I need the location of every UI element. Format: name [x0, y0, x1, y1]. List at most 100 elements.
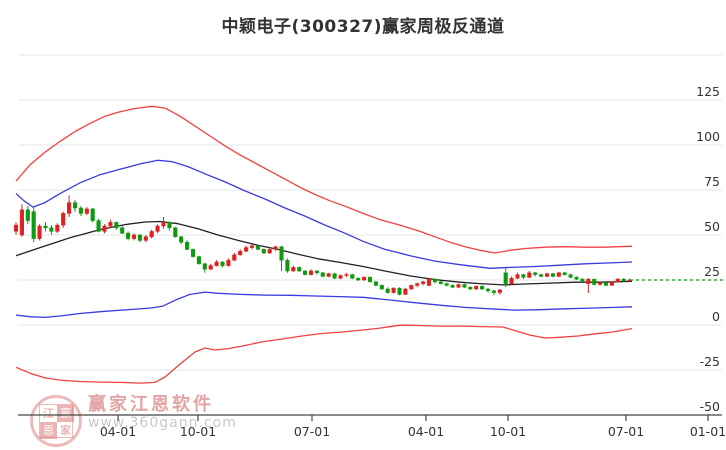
candle-body: [308, 270, 314, 275]
stamp-char: 恩: [40, 422, 57, 439]
candle-body: [509, 277, 514, 284]
candle-body: [31, 211, 36, 239]
y-axis-label: -25: [700, 354, 720, 369]
candle-body: [379, 285, 384, 290]
x-axis-label: 07-01: [294, 424, 330, 439]
candle-body: [432, 278, 437, 283]
stamp-char: 江: [43, 407, 54, 420]
candle-body: [332, 273, 337, 279]
candle-body: [279, 246, 284, 261]
candle-body: [474, 286, 479, 290]
y-axis-label: 50: [704, 219, 720, 234]
candle-body: [521, 274, 526, 278]
candle-body: [320, 272, 325, 277]
candle-body: [96, 220, 101, 232]
y-axis-label: 25: [704, 264, 720, 279]
candle-body: [72, 202, 78, 209]
candle-body: [409, 285, 414, 290]
candle-body: [444, 283, 449, 286]
chart-title: 中颖电子(300327)赢家周极反通道: [221, 17, 505, 37]
candle-body: [13, 224, 19, 232]
candle-body: [25, 209, 30, 221]
candle-body: [426, 278, 432, 286]
candle-body: [285, 259, 290, 272]
x-axis-label: 01-01: [690, 424, 726, 439]
candle-body: [297, 267, 302, 272]
candle-body: [326, 273, 331, 277]
candle-body: [580, 278, 585, 282]
candle-body: [397, 287, 402, 295]
candle-body: [592, 278, 597, 285]
candle-body: [114, 222, 119, 229]
candle-body: [167, 222, 172, 229]
channel-line-lower-blue: [15, 291, 633, 319]
candle-body: [155, 225, 160, 232]
candle-body: [303, 270, 308, 275]
candle-body: [527, 272, 532, 278]
x-axis-label: 07-01: [608, 424, 644, 439]
candle-body: [491, 290, 496, 293]
candle-body: [261, 249, 266, 254]
y-axis-label: 125: [696, 84, 720, 99]
candle-body: [244, 247, 249, 252]
candle-body: [539, 274, 544, 277]
candle-body: [226, 259, 231, 266]
watermark-url: www.360gann.com: [88, 415, 237, 431]
candle-body: [462, 284, 467, 288]
candle-body: [497, 289, 502, 293]
y-axis-label: -50: [700, 399, 720, 414]
x-axis-label: 04-01: [408, 424, 444, 439]
candle-body: [126, 232, 131, 239]
candle-body: [350, 274, 355, 279]
candle-body: [515, 274, 520, 279]
candle-body: [208, 265, 213, 270]
x-axis-label: 04-01: [100, 424, 136, 439]
candle-body: [609, 281, 614, 286]
candle-body: [438, 281, 443, 284]
channel-line-lower-red: [15, 324, 633, 384]
candle-body: [338, 275, 343, 279]
candle-body: [568, 274, 573, 278]
candle-body: [485, 288, 491, 292]
candle-body: [185, 241, 190, 250]
y-axis-label: 100: [696, 129, 720, 144]
candle-body: [603, 282, 609, 286]
candle-body: [367, 277, 373, 283]
candle-body: [131, 234, 137, 239]
candle-body: [179, 236, 184, 243]
candle-body: [102, 225, 107, 232]
candle-body: [55, 224, 60, 232]
candle-body: [196, 256, 201, 265]
candle-body: [238, 250, 243, 256]
candle-body: [267, 249, 272, 254]
candle-body: [249, 245, 255, 248]
candle-body: [621, 278, 626, 282]
candle-body: [84, 208, 89, 214]
y-axis-label: 0: [712, 309, 720, 324]
candle-body: [214, 261, 219, 266]
candle-body: [598, 282, 603, 285]
candle-body: [120, 227, 125, 234]
x-axis-label: 10-01: [490, 424, 526, 439]
candle-body: [533, 272, 538, 275]
candle-body: [356, 277, 361, 281]
channel-line-upper-blue: [15, 159, 633, 269]
candle-body: [450, 285, 455, 288]
candle-body: [615, 278, 620, 283]
brand-stamp-logo: 江 赢 恩 家: [30, 395, 82, 447]
candle-body: [291, 267, 296, 272]
candle-body: [143, 236, 148, 241]
candle-body: [273, 246, 278, 250]
candle-body: [173, 227, 178, 238]
candle-body: [344, 274, 349, 276]
candle-body: [556, 272, 561, 277]
y-axis-label: 75: [704, 174, 720, 189]
candle-body: [220, 261, 225, 266]
watermark-brand-text: 赢家江恩软件: [88, 394, 214, 415]
candle-body: [90, 208, 95, 221]
candle-body: [627, 279, 632, 282]
candle-body: [480, 286, 485, 290]
candle-body: [255, 245, 260, 250]
candle-body: [385, 288, 390, 293]
